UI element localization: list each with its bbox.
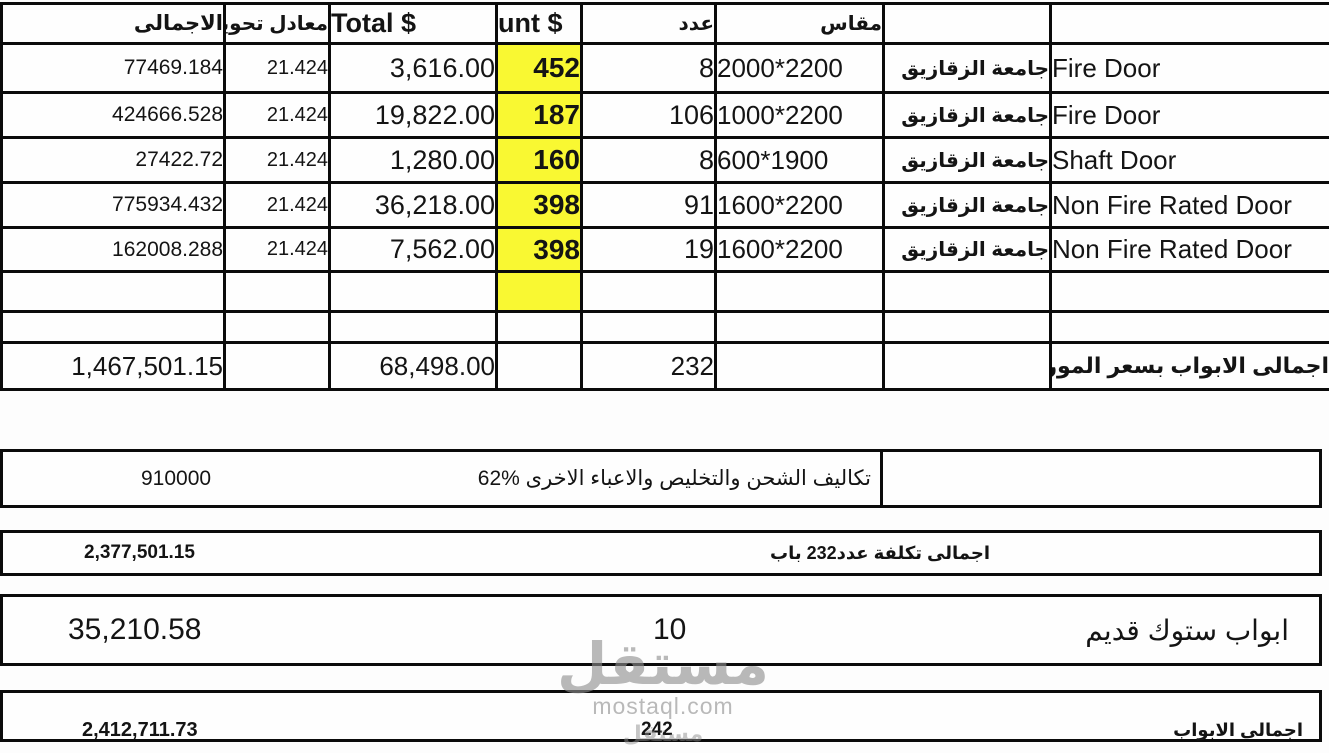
- old-stock-label: ابواب ستوك قديم: [1085, 597, 1289, 663]
- cell-size: 2000*2200: [716, 44, 884, 93]
- cell-quantity: 91: [582, 183, 716, 228]
- table-row: 775934.432 21.424 36,218.00 398 91 1600*…: [2, 183, 1329, 228]
- empty-cell: [582, 272, 716, 312]
- cell-quantity: 106: [582, 93, 716, 138]
- empty-highlighted-cell: [497, 272, 582, 312]
- cell-rate: 21.424: [225, 228, 330, 272]
- table-row: 27422.72 21.424 1,280.00 160 8 600*1900 …: [2, 138, 1329, 183]
- header-total-egp: الاجمالى: [2, 4, 225, 44]
- cell-total-egp: 424666.528: [2, 93, 225, 138]
- empty-cell: [716, 343, 884, 390]
- cell-unit-usd-highlighted: 398: [497, 228, 582, 272]
- cell-item: Fire Door: [1051, 44, 1329, 93]
- empty-cell: [225, 272, 330, 312]
- cell-grand-total-egp: 1,467,501.15: [2, 343, 225, 390]
- grand-total-qty: 242: [641, 693, 673, 753]
- cell-total-usd: 36,218.00: [330, 183, 497, 228]
- header-quantity: عدد: [582, 4, 716, 44]
- cell-unit-usd-highlighted: 452: [497, 44, 582, 93]
- cell-total-egp: 27422.72: [2, 138, 225, 183]
- empty-cell: [1051, 312, 1329, 343]
- total-cost-row: 2,377,501.15 اجمالى تكلفة عدد232 باب: [0, 530, 1322, 576]
- table-row: 77469.184 21.424 3,616.00 452 8 2000*220…: [2, 44, 1329, 93]
- old-stock-row: 35,210.58 10 ابواب ستوك قديم: [0, 594, 1322, 666]
- cell-item: Non Fire Rated Door: [1051, 228, 1329, 272]
- supplier-total-label: اجمالى الابواب بسعر المورد: [1051, 343, 1329, 390]
- total-cost-value: 2,377,501.15: [84, 533, 195, 573]
- empty-cell: [2, 272, 225, 312]
- cell-quantity: 19: [582, 228, 716, 272]
- cell-size: 1000*2200: [716, 93, 884, 138]
- empty-cell: [582, 312, 716, 343]
- empty-cell: [716, 312, 884, 343]
- cell-grand-total-qty: 232: [582, 343, 716, 390]
- empty-cell: [497, 343, 582, 390]
- empty-cell: [330, 312, 497, 343]
- cell-client: جامعة الزقازيق: [884, 138, 1051, 183]
- grand-total-label: اجمالى الابواب: [1173, 693, 1303, 753]
- cell-item: Fire Door: [1051, 93, 1329, 138]
- cell-total-egp: 775934.432: [2, 183, 225, 228]
- cell-unit-usd-highlighted: 398: [497, 183, 582, 228]
- cell-total-usd: 1,280.00: [330, 138, 497, 183]
- cell-total-egp: 162008.288: [2, 228, 225, 272]
- header-unit-usd: unt $: [497, 4, 582, 44]
- empty-cell: [716, 272, 884, 312]
- supplier-total-row: 1,467,501.15 68,498.00 232 اجمالى الابوا…: [2, 343, 1329, 390]
- header-item-empty: [1051, 4, 1329, 44]
- empty-row: [2, 272, 1329, 312]
- cell-item: Shaft Door: [1051, 138, 1329, 183]
- empty-cell: [225, 312, 330, 343]
- empty-cell: [330, 272, 497, 312]
- spreadsheet-scan: الاجمالى معادل تحويل Total $ unt $ عدد م…: [0, 0, 1329, 731]
- empty-cell: [884, 272, 1051, 312]
- cell-rate: 21.424: [225, 183, 330, 228]
- empty-cell: [2, 312, 225, 343]
- empty-cell: [1051, 272, 1329, 312]
- cell-total-usd: 7,562.00: [330, 228, 497, 272]
- header-row: الاجمالى معادل تحويل Total $ unt $ عدد م…: [2, 4, 1329, 44]
- old-stock-qty: 10: [653, 597, 686, 663]
- shipping-cost-label: تكاليف الشحن والتخليص والاعباء الاخرى %6…: [478, 452, 871, 505]
- table-row: 424666.528 21.424 19,822.00 187 106 1000…: [2, 93, 1329, 138]
- cell-quantity: 8: [582, 138, 716, 183]
- empty-cell: [884, 312, 1051, 343]
- header-client-empty: [884, 4, 1051, 44]
- grand-total-value: 2,412,711.73: [82, 693, 198, 753]
- header-total-usd: Total $: [330, 4, 497, 44]
- old-stock-value: 35,210.58: [68, 597, 201, 663]
- cell-unit-usd-highlighted: 160: [497, 138, 582, 183]
- shipping-cost-row: 910000 تكاليف الشحن والتخليص والاعباء ال…: [0, 449, 1322, 508]
- cell-size: 600*1900: [716, 138, 884, 183]
- cell-quantity: 8: [582, 44, 716, 93]
- header-conversion-rate: معادل تحويل: [225, 4, 330, 44]
- empty-cell: [225, 343, 330, 390]
- cell-total-usd: 19,822.00: [330, 93, 497, 138]
- cell-client: جامعة الزقازيق: [884, 183, 1051, 228]
- cell-rate: 21.424: [225, 44, 330, 93]
- empty-cell: [497, 312, 582, 343]
- empty-cell: [884, 343, 1051, 390]
- grand-total-row: 2,412,711.73 242 اجمالى الابواب: [0, 690, 1322, 742]
- table-row: 162008.288 21.424 7,562.00 398 19 1600*2…: [2, 228, 1329, 272]
- cell-total-egp: 77469.184: [2, 44, 225, 93]
- header-size: مقاس: [716, 4, 884, 44]
- cell-client: جامعة الزقازيق: [884, 93, 1051, 138]
- cell-total-usd: 3,616.00: [330, 44, 497, 93]
- total-cost-label: اجمالى تكلفة عدد232 باب: [770, 533, 990, 573]
- cell-client: جامعة الزقازيق: [884, 228, 1051, 272]
- cell-size: 1600*2200: [716, 228, 884, 272]
- cell-client: جامعة الزقازيق: [884, 44, 1051, 93]
- door-pricing-table: الاجمالى معادل تحويل Total $ unt $ عدد م…: [0, 2, 1329, 391]
- cell-item: Non Fire Rated Door: [1051, 183, 1329, 228]
- shipping-cost-value: 910000: [141, 452, 211, 505]
- cell-divider: [880, 452, 883, 505]
- cell-unit-usd-highlighted: 187: [497, 93, 582, 138]
- empty-row: [2, 312, 1329, 343]
- cell-size: 1600*2200: [716, 183, 884, 228]
- cell-rate: 21.424: [225, 93, 330, 138]
- cell-rate: 21.424: [225, 138, 330, 183]
- cell-grand-total-usd: 68,498.00: [330, 343, 497, 390]
